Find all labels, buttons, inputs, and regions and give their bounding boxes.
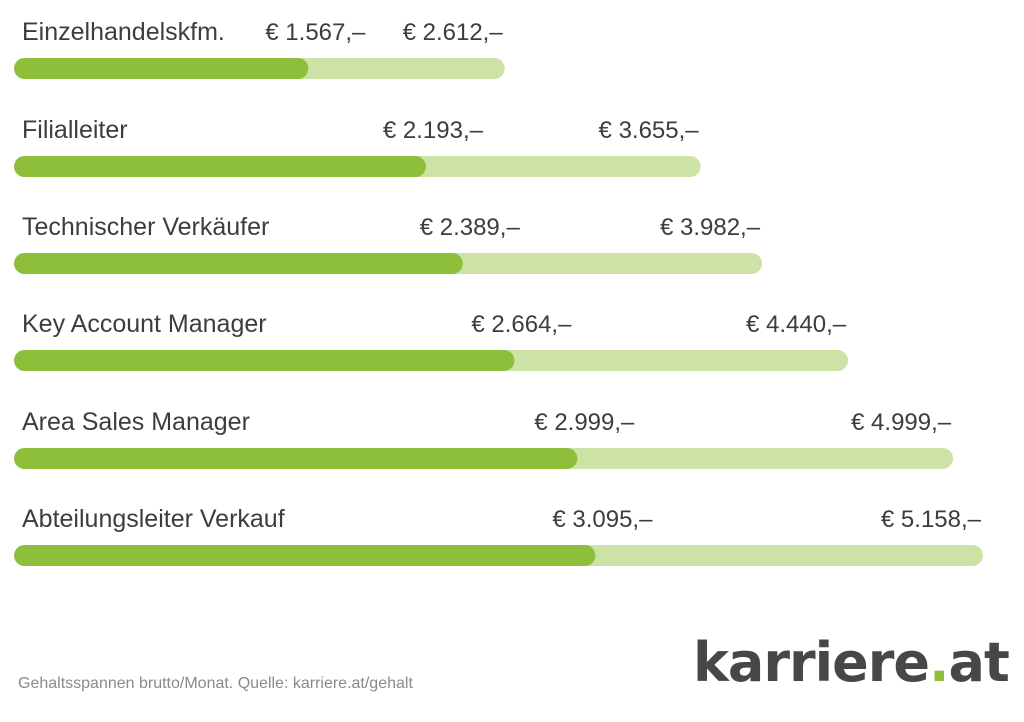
salary-min-label: € 1.567,– (265, 19, 366, 46)
salary-range-chart: Einzelhandelskfm. € 1.567,– € 2.612,– Filia… (14, 18, 983, 566)
salary-min-label: € 2.999,– (534, 409, 635, 436)
logo-text-main: karriere (693, 631, 930, 694)
job-label: Key Account Manager (22, 310, 267, 338)
salary-min-label: € 2.389,– (420, 214, 521, 241)
job-label: Filialleiter (22, 116, 128, 144)
job-label: Area Sales Manager (22, 408, 250, 436)
logo-text-tld: at (948, 631, 1010, 694)
salary-row: Einzelhandelskfm. € 1.567,– € 2.612,– (14, 18, 505, 79)
salary-max-label: € 3.655,– (599, 117, 700, 144)
salary-row: Key Account Manager € 2.664,– € 4.440,– (14, 310, 849, 371)
salary-max-label: € 4.440,– (746, 311, 847, 338)
salary-max-label: € 5.158,– (881, 506, 982, 533)
job-label: Technischer Verkäufer (22, 213, 269, 241)
salary-min-bar (14, 253, 463, 274)
salary-min-bar (14, 350, 515, 371)
job-label: Abteilungsleiter Verkauf (22, 505, 285, 533)
source-footnote: Gehaltsspannen brutto/Monat. Quelle: kar… (18, 675, 413, 692)
karriere-logo[interactable]: karriere.at (693, 628, 1010, 698)
salary-max-label: € 2.612,– (403, 19, 504, 46)
job-label: Einzelhandelskfm. (22, 18, 225, 46)
salary-max-label: € 4.999,– (851, 409, 952, 436)
salary-min-bar (14, 58, 309, 79)
salary-row: Abteilungsleiter Verkauf € 3.095,– € 5.158… (14, 505, 983, 566)
salary-row: Area Sales Manager € 2.999,– € 4.999,– (14, 408, 954, 469)
salary-min-label: € 3.095,– (552, 506, 653, 533)
logo-dot: . (929, 631, 949, 694)
salary-min-label: € 2.193,– (383, 117, 484, 144)
salary-row: Technischer Verkäufer € 2.389,– € 3.982,– (14, 213, 763, 274)
salary-min-bar (14, 545, 596, 566)
salary-min-label: € 2.664,– (471, 311, 572, 338)
salary-min-bar (14, 156, 426, 177)
salary-min-bar (14, 448, 578, 469)
salary-row: Filialleiter € 2.193,– € 3.655,– (14, 116, 701, 177)
salary-max-label: € 3.982,– (660, 214, 761, 241)
